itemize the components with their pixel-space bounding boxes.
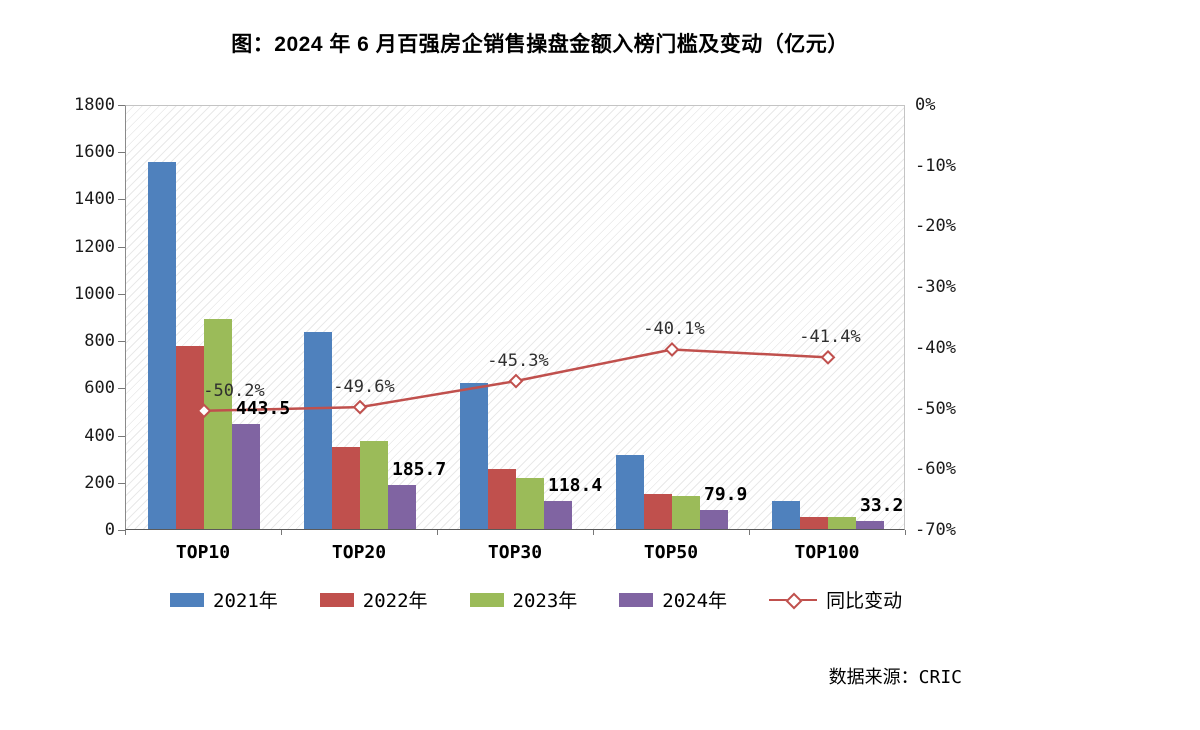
bar-2022年-TOP100 xyxy=(800,517,828,529)
bar-2024年-TOP20 xyxy=(388,485,416,529)
legend-swatch-icon xyxy=(619,592,654,607)
x-axis-tick-mark xyxy=(437,530,438,535)
bar-value-label: 185.7 xyxy=(392,459,447,481)
trend-marker-icon xyxy=(196,403,212,419)
bar-2024年-TOP30 xyxy=(544,501,572,529)
y-axis-left-tick-label: 1400 xyxy=(74,189,115,210)
y-axis-right-tick-label: -30% xyxy=(915,277,956,298)
y-axis-right-tick-label: -20% xyxy=(915,216,956,237)
x-axis-category-label: TOP10 xyxy=(175,542,231,563)
y-axis-right-tick-label: -70% xyxy=(915,520,956,540)
y-axis-left-tick-label: 400 xyxy=(84,425,115,446)
legend: 2021年 2022年 2023年 2024年 同比变动 xyxy=(170,586,902,613)
legend-item-label: 2024年 xyxy=(662,590,728,612)
y-axis-right-tick-label: -60% xyxy=(915,459,956,480)
trend-value-label: -41.4% xyxy=(799,327,861,348)
legend-item-label: 同比变动 xyxy=(826,590,903,612)
y-axis-tick-mark xyxy=(118,388,125,390)
bar-2021年-TOP50 xyxy=(616,454,644,529)
legend-swatch-icon xyxy=(319,592,354,607)
plot-area: -50.2% -49.6% -45.3% -40.1% -41.4% 443.5 185.7… xyxy=(125,105,905,530)
trend-marker-icon xyxy=(352,399,368,415)
x-axis-tick-mark xyxy=(281,530,282,535)
bar-value-label: 118.4 xyxy=(548,475,603,497)
trend-marker-icon xyxy=(664,342,680,357)
legend-item-同比变动: 同比变动 xyxy=(769,586,902,613)
x-axis-category-label: TOP30 xyxy=(487,542,543,563)
bar-value-label: 443.5 xyxy=(236,398,291,420)
y-axis-tick-mark xyxy=(118,435,125,437)
y-axis-left-tick-label: 0 xyxy=(104,520,115,540)
bar-value-label: 79.9 xyxy=(704,484,748,506)
legend-diamond-icon xyxy=(785,592,803,609)
bar-2024年-TOP100 xyxy=(856,521,884,529)
bar-2021年-TOP20 xyxy=(304,331,332,529)
y-axis-right-tick-label: -50% xyxy=(915,398,956,419)
y-axis-right-tick-label: -10% xyxy=(915,155,956,176)
bar-2023年-TOP50 xyxy=(672,496,700,529)
bar-2023年-TOP20 xyxy=(360,441,388,529)
x-axis-tick-mark xyxy=(749,530,750,535)
trend-marker-icon xyxy=(508,373,524,389)
legend-item-2021年: 2021年 xyxy=(170,586,278,613)
x-axis-category-label: TOP100 xyxy=(794,542,860,563)
y-axis-right-tick-label: -40% xyxy=(915,337,956,358)
legend-item-label: 2023年 xyxy=(512,590,578,612)
y-axis-left-tick-label: 200 xyxy=(84,472,115,493)
bar-2022年-TOP20 xyxy=(332,446,360,529)
y-axis-tick-mark xyxy=(118,105,125,106)
bar-value-label: 33.2 xyxy=(860,495,904,517)
y-axis-left-tick-label: 1800 xyxy=(74,95,115,115)
data-source: 数据来源：CRIC xyxy=(828,667,962,688)
bar-2023年-TOP10 xyxy=(204,318,232,529)
y-axis-tick-mark xyxy=(118,482,125,484)
legend-swatch-icon xyxy=(170,592,204,607)
y-axis-left-tick-label: 1200 xyxy=(74,236,115,257)
trend-line-svg xyxy=(196,342,836,419)
bar-2022年-TOP10 xyxy=(176,346,204,529)
x-axis-tick-mark xyxy=(125,530,126,535)
trend-value-label: -40.1% xyxy=(643,319,705,340)
y-axis-left-tick-label: 1600 xyxy=(74,142,115,163)
y-axis-left-tick-label: 1000 xyxy=(74,283,115,304)
legend-swatch-icon xyxy=(469,592,504,607)
bar-2023年-TOP30 xyxy=(516,477,544,529)
y-axis-tick-mark xyxy=(118,246,125,248)
legend-item-label: 2022年 xyxy=(362,590,428,612)
legend-line-marker-icon xyxy=(769,592,818,609)
legend-item-2023年: 2023年 xyxy=(469,586,578,613)
bar-2021年-TOP100 xyxy=(772,500,800,529)
bar-2024年-TOP50 xyxy=(700,510,728,529)
bar-2021年-TOP30 xyxy=(460,382,488,529)
x-axis-tick-mark xyxy=(593,530,594,535)
bar-2022年-TOP30 xyxy=(488,468,516,529)
chart-title: 图：2024 年 6 月百强房企销售操盘金额入榜门槛及变动（亿元） xyxy=(231,33,849,56)
legend-item-2022年: 2022年 xyxy=(319,586,428,613)
trend-value-label: -50.2% xyxy=(203,380,265,401)
bar-2022年-TOP50 xyxy=(644,494,672,529)
y-axis-right-tick-label: 0% xyxy=(915,95,936,115)
y-axis-left-tick-label: 800 xyxy=(84,331,115,352)
y-axis-tick-mark xyxy=(118,341,125,343)
y-axis-tick-mark xyxy=(118,152,125,154)
y-axis-tick-mark xyxy=(118,199,125,201)
x-axis-category-label: TOP50 xyxy=(643,542,699,563)
trend-marker-icon xyxy=(820,349,836,365)
bar-2024年-TOP10 xyxy=(232,424,260,529)
trend-value-label: -49.6% xyxy=(333,377,395,398)
legend-item-2024年: 2024年 xyxy=(619,586,727,613)
y-axis-tick-mark xyxy=(118,530,125,531)
bar-2021年-TOP10 xyxy=(148,161,176,529)
y-axis-tick-mark xyxy=(118,293,125,295)
y-axis-left-tick-label: 600 xyxy=(84,378,115,399)
x-axis-tick-mark xyxy=(905,530,906,535)
trend-value-label: -45.3% xyxy=(487,351,549,372)
legend-item-label: 2021年 xyxy=(213,590,278,612)
bar-2023年-TOP100 xyxy=(828,516,856,529)
x-axis-category-label: TOP20 xyxy=(331,542,387,563)
